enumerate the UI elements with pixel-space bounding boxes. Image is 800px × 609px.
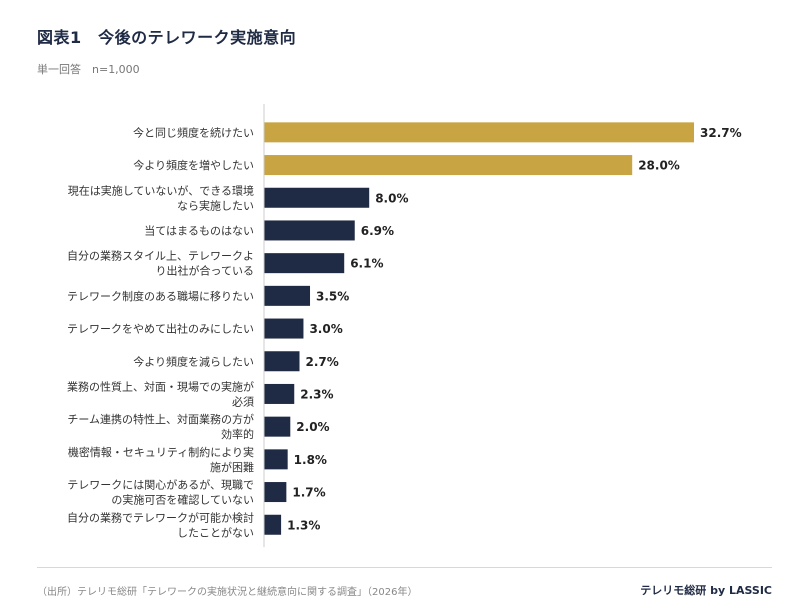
source-note: （出所）テレリモ総研「テレワークの実施状況と継続意向に関する調査」（2026年）	[37, 587, 418, 598]
bar-chart: 32.7% 今と同じ頻度を続けたい 28.0% 今より頻度を増やしたい 8.0% 現在は実…	[67, 104, 742, 548]
bar	[264, 155, 633, 176]
category-label: 現在は実施していないが、できる環境	[68, 183, 254, 197]
category-label: り出社が合っている	[156, 264, 254, 278]
chart-title: 図表1 今後のテレワーク実施意向	[37, 28, 297, 47]
brand-label: テレリモ総研 by LASSIC	[640, 584, 772, 597]
bar	[264, 351, 300, 372]
category-label: 機密情報・セキュリティ制約により実	[68, 445, 254, 459]
chart-subtitle: 単一回答 n=1,000	[37, 63, 140, 76]
bar	[264, 416, 291, 437]
bar	[264, 285, 311, 306]
category-label: 自分の業務でテレワークが可能か検討	[67, 510, 254, 524]
bar	[264, 449, 288, 470]
value-label: 8.0%	[375, 191, 408, 205]
category-label: 業務の性質上、対面・現場での実施が	[67, 379, 254, 393]
category-label: テレワーク制度のある職場に移りたい	[67, 289, 254, 303]
bar	[264, 253, 345, 274]
value-label: 2.3%	[300, 387, 333, 401]
value-label: 2.7%	[306, 355, 339, 369]
bar	[264, 514, 282, 535]
bar	[264, 318, 304, 339]
category-label: なら実施したい	[177, 198, 254, 212]
bar	[264, 482, 287, 503]
category-label: テレワークをやめて出社のみにしたい	[67, 322, 254, 336]
bar	[264, 220, 355, 241]
value-label: 32.7%	[700, 126, 742, 140]
category-label: 今より頻度を増やしたい	[133, 158, 254, 172]
category-label: 自分の業務スタイル上、テレワークよ	[67, 249, 254, 263]
category-label: 今と同じ頻度を続けたい	[133, 125, 254, 139]
bar	[264, 187, 370, 208]
value-label: 1.7%	[292, 486, 325, 500]
bar	[264, 383, 295, 404]
value-label: 3.0%	[309, 322, 342, 336]
category-label: チーム連携の特性上、対面業務の方が	[67, 412, 254, 426]
category-label: 施が困難	[210, 460, 254, 474]
category-label: テレワークには関心があるが、現職で	[67, 478, 254, 492]
value-label: 2.0%	[296, 420, 329, 434]
value-label: 1.3%	[287, 518, 320, 532]
bar	[264, 122, 694, 143]
value-label: 3.5%	[316, 289, 349, 303]
value-label: 1.8%	[294, 453, 327, 467]
category-label: 必須	[232, 395, 254, 408]
category-label: 当てはまるものはない	[144, 223, 254, 237]
category-label: 効率的	[221, 427, 254, 441]
category-label: 今より頻度を減らしたい	[133, 354, 254, 368]
value-label: 28.0%	[638, 159, 680, 173]
value-label: 6.1%	[350, 257, 383, 271]
category-label: の実施可否を確認していない	[111, 493, 254, 507]
category-label: したことがない	[177, 525, 254, 539]
value-label: 6.9%	[361, 224, 394, 238]
footer-divider	[37, 567, 772, 568]
